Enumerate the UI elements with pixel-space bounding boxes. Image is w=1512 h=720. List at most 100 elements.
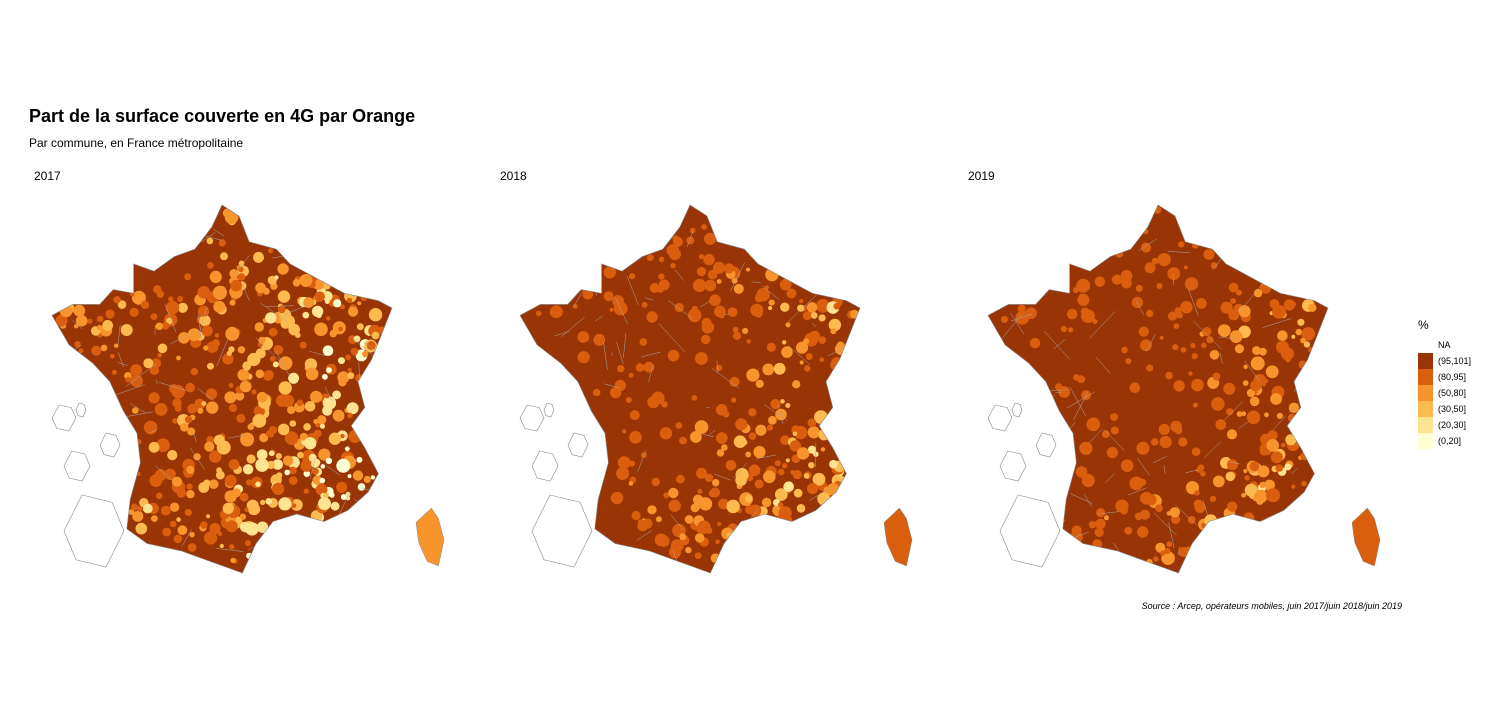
coverage-cell [324, 299, 330, 304]
coverage-cell [1226, 429, 1238, 440]
legend-label: (0,20] [1438, 436, 1462, 446]
coverage-cell [1285, 434, 1297, 446]
coverage-cell [1263, 378, 1269, 384]
coverage-cell [239, 380, 252, 393]
coverage-cell [796, 504, 806, 513]
coverage-cell [171, 476, 183, 487]
coverage-cell [136, 439, 142, 445]
coverage-cell [228, 382, 234, 388]
boundary-line [1229, 461, 1241, 465]
coverage-cell [762, 363, 775, 376]
coverage-cell [338, 357, 345, 365]
coverage-cell [200, 521, 208, 529]
mainland-outline [51, 204, 393, 574]
coverage-cell [1234, 344, 1244, 354]
coverage-cell [631, 510, 641, 521]
coverage-cell [668, 499, 681, 512]
panel-label-2018: 2018 [500, 169, 527, 183]
coverage-cell [205, 388, 218, 400]
coverage-cell [169, 520, 177, 528]
coverage-cell [1291, 334, 1296, 339]
boundary-line [761, 285, 780, 301]
coverage-cell [803, 473, 810, 479]
coverage-cell [663, 492, 670, 499]
boundary-line [198, 313, 202, 340]
boundary-line [169, 330, 195, 345]
boundary-line [595, 315, 604, 322]
coverage-cell [74, 341, 81, 348]
boundary-line [57, 252, 83, 283]
coverage-cell [754, 309, 763, 318]
boundary-line [181, 529, 193, 547]
coverage-cell [625, 397, 632, 403]
coverage-cell [1228, 282, 1239, 293]
coverage-cell [799, 360, 804, 365]
coverage-cell [209, 523, 221, 535]
coverage-cell [1215, 419, 1227, 430]
coverage-cell [1217, 324, 1231, 337]
boundary-line [164, 304, 177, 333]
coverage-cell [609, 307, 614, 312]
coverage-cell [128, 509, 135, 515]
coverage-cell [55, 314, 68, 327]
boundary-line [1061, 221, 1065, 238]
coverage-cell [646, 311, 658, 323]
map-panel-2018 [519, 204, 913, 574]
coverage-cell [326, 367, 332, 374]
coverage-cell [744, 494, 753, 503]
coverage-cell [184, 508, 192, 517]
corsica [415, 507, 445, 567]
boundary-line [216, 339, 229, 367]
coverage-texture [55, 208, 386, 564]
coverage-cell [143, 358, 154, 369]
boundary-line [1193, 320, 1222, 350]
coverage-cell [74, 323, 79, 329]
coverage-cell [1094, 527, 1104, 538]
mainland-outline [519, 204, 861, 574]
coverage-cell [1253, 289, 1263, 298]
coverage-cell [256, 521, 269, 533]
coverage-cell [829, 459, 838, 469]
coverage-cell [322, 345, 334, 357]
coverage-cell [1081, 473, 1095, 488]
coverage-cell [59, 304, 73, 318]
coverage-cell [239, 513, 247, 520]
coverage-cell [346, 402, 359, 415]
boundary-line [280, 551, 305, 562]
coverage-cell [809, 330, 821, 342]
coverage-cell [325, 394, 330, 399]
boundary-line [812, 322, 817, 328]
boundary-line [674, 269, 684, 281]
boundary-line [1135, 300, 1145, 316]
coverage-cell [792, 470, 803, 480]
legend-swatch [1418, 417, 1433, 433]
map-subtitle: Par commune, en France métropolitaine [29, 136, 244, 150]
coverage-cell [204, 531, 218, 545]
coverage-cell [629, 431, 642, 444]
coverage-cell [714, 305, 726, 318]
coverage-cell [709, 294, 721, 307]
coverage-cell [217, 531, 223, 536]
coverage-cell [224, 210, 239, 225]
boundary-line [193, 432, 197, 442]
boundary-line [541, 254, 553, 260]
boundary-line [853, 467, 860, 473]
coverage-cell [340, 494, 347, 500]
coverage-cell [142, 503, 153, 514]
coverage-cell [641, 302, 648, 308]
coverage-cell [1110, 426, 1119, 435]
coverage-cell [1259, 481, 1266, 489]
coverage-cell [1153, 556, 1159, 562]
coverage-cell [1275, 464, 1284, 472]
coverage-cell [1280, 347, 1294, 361]
coverage-cell [1301, 327, 1316, 341]
boundary-line [59, 344, 82, 360]
coverage-cell [206, 514, 211, 519]
coverage-cell [768, 299, 775, 306]
boundary-line [546, 484, 551, 489]
coverage-cell [717, 521, 722, 527]
coverage-cell [1137, 526, 1149, 538]
coverage-cell [212, 285, 227, 300]
coverage-cell [755, 424, 767, 436]
boundary-line [291, 237, 301, 241]
